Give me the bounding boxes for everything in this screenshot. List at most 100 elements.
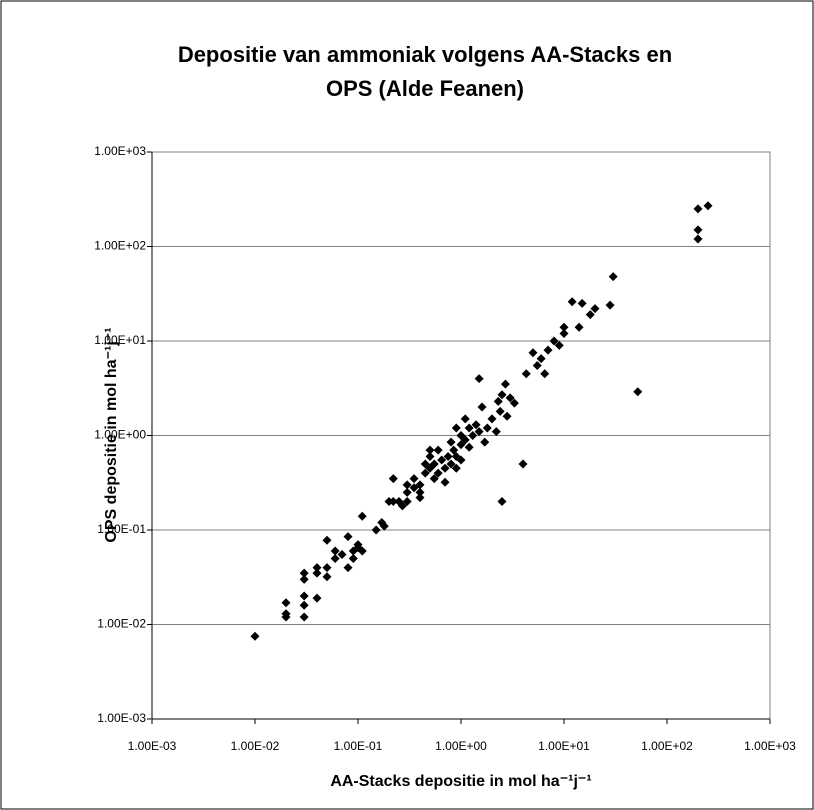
point: [574, 322, 584, 332]
x-tick-label: 1.00E+02: [641, 739, 693, 753]
point: [451, 423, 461, 433]
point: [577, 298, 587, 308]
point: [491, 427, 501, 437]
point: [536, 354, 546, 364]
y-tick-label: 1.00E-03: [97, 711, 146, 725]
point: [312, 568, 322, 578]
point: [482, 423, 492, 433]
point: [474, 427, 484, 437]
point: [559, 322, 569, 332]
point: [608, 272, 618, 282]
point: [429, 474, 439, 484]
point: [693, 234, 703, 244]
point: [477, 402, 487, 412]
y-tick-label: 1.00E+01: [94, 333, 146, 347]
point: [330, 553, 340, 563]
point: [693, 204, 703, 214]
point: [554, 340, 564, 350]
point: [543, 345, 553, 355]
point: [460, 414, 470, 424]
point: [379, 521, 389, 531]
point: [312, 593, 322, 603]
point: [415, 493, 425, 503]
point: [343, 563, 353, 573]
point: [337, 550, 347, 560]
point: [559, 329, 569, 339]
point: [322, 535, 332, 545]
point: [299, 591, 309, 601]
point: [420, 459, 430, 469]
point: [312, 563, 322, 573]
point: [299, 600, 309, 610]
point: [518, 459, 528, 469]
x-tick-label: 1.00E-03: [128, 739, 177, 753]
point: [446, 437, 456, 447]
point: [497, 390, 507, 400]
y-tick-label: 1.00E+00: [94, 428, 146, 442]
point: [322, 572, 332, 582]
point: [585, 310, 595, 320]
point: [425, 445, 435, 455]
point: [388, 474, 398, 484]
point: [440, 463, 450, 473]
point: [549, 336, 559, 346]
point: [528, 348, 538, 358]
point: [500, 379, 510, 389]
point: [703, 201, 713, 211]
point: [348, 553, 358, 563]
point: [402, 497, 412, 507]
point: [330, 546, 340, 556]
point: [605, 300, 615, 310]
point: [281, 598, 291, 608]
point: [590, 304, 600, 314]
point: [521, 369, 531, 379]
point: [415, 480, 425, 490]
y-tick-label: 1.00E-02: [97, 617, 146, 631]
x-tick-label: 1.00E-01: [334, 739, 383, 753]
point: [693, 225, 703, 235]
point: [402, 480, 412, 490]
point: [250, 631, 260, 641]
point: [299, 612, 309, 622]
point: [487, 414, 497, 424]
y-axis-label: OPS depositie in mol ha⁻¹j⁻¹: [103, 327, 120, 542]
point: [456, 455, 466, 465]
point: [429, 459, 439, 469]
point: [357, 546, 367, 556]
point: [397, 501, 407, 511]
y-tick-label: 1.00E-01: [97, 522, 146, 536]
point: [464, 442, 474, 452]
point: [425, 451, 435, 461]
point: [480, 437, 490, 447]
x-tick-label: 1.00E+01: [538, 739, 590, 753]
point: [440, 477, 450, 487]
chart-title: Depositie van ammoniak volgens AA-Stacks…: [178, 42, 672, 101]
point: [540, 369, 550, 379]
point: [433, 445, 443, 455]
point: [415, 487, 425, 497]
point: [357, 511, 367, 521]
point: [509, 398, 519, 408]
point: [409, 474, 419, 484]
point: [443, 451, 453, 461]
point: [502, 411, 512, 421]
point: [299, 568, 309, 578]
point: [281, 612, 291, 622]
point: [567, 297, 577, 307]
point: [433, 468, 443, 478]
point: [437, 455, 447, 465]
point: [322, 563, 332, 573]
point: [493, 396, 503, 406]
x-tick-label: 1.00E-02: [231, 739, 280, 753]
x-tick-label: 1.00E+03: [744, 739, 796, 753]
point: [420, 468, 430, 478]
x-axis-label: AA-Stacks depositie in mol ha⁻¹j⁻¹: [330, 773, 591, 790]
point: [471, 420, 481, 430]
point: [353, 540, 363, 550]
point: [451, 463, 461, 473]
point: [532, 361, 542, 371]
point: [495, 406, 505, 416]
